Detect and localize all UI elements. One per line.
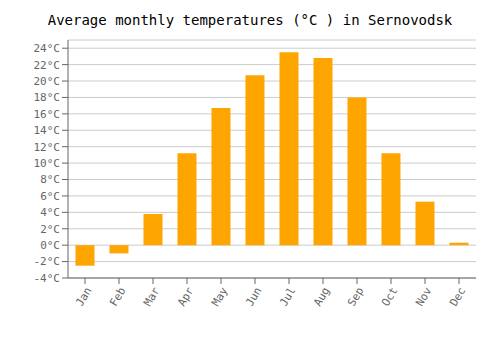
svg-text:Aug: Aug — [311, 285, 332, 309]
svg-text:10°C: 10°C — [34, 157, 61, 170]
svg-text:Jul: Jul — [277, 285, 298, 309]
svg-text:Feb: Feb — [107, 285, 128, 309]
svg-text:16°C: 16°C — [34, 108, 61, 121]
svg-text:-4°C: -4°C — [34, 272, 61, 285]
svg-text:Sep: Sep — [345, 285, 366, 309]
svg-text:Jan: Jan — [73, 285, 94, 309]
svg-text:22°C: 22°C — [34, 59, 61, 72]
svg-text:8°C: 8°C — [40, 173, 60, 186]
svg-text:12°C: 12°C — [34, 141, 61, 154]
svg-text:14°C: 14°C — [34, 124, 61, 137]
svg-text:2°C: 2°C — [40, 223, 60, 236]
svg-text:May: May — [209, 285, 230, 309]
svg-text:Dec: Dec — [447, 285, 468, 309]
svg-text:Nov: Nov — [413, 285, 434, 309]
html-text:Average monthly temperatures (: Average monthly temperatures (°C ) in Se… — [47, 12, 453, 28]
svg-text:Mar: Mar — [141, 285, 162, 309]
svg-text:18°C: 18°C — [34, 91, 61, 104]
svg-text:6°C: 6°C — [40, 190, 60, 203]
svg-text:-2°C: -2°C — [34, 255, 61, 268]
svg-text:24°C: 24°C — [34, 42, 61, 55]
svg-text:0°C: 0°C — [40, 239, 60, 252]
svg-text:4°C: 4°C — [40, 206, 60, 219]
svg-text:Apr: Apr — [175, 285, 196, 309]
svg-text:20°C: 20°C — [34, 75, 61, 88]
svg-text:Oct: Oct — [379, 285, 400, 309]
svg-text:Jun: Jun — [243, 285, 264, 309]
